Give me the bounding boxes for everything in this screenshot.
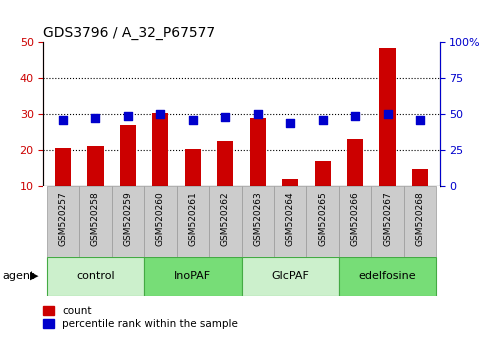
Bar [306, 186, 339, 257]
Text: GSM520267: GSM520267 [383, 192, 392, 246]
Point [189, 117, 197, 123]
Text: GSM520261: GSM520261 [188, 192, 197, 246]
Text: GSM520266: GSM520266 [351, 192, 360, 246]
Legend: count, percentile rank within the sample: count, percentile rank within the sample [43, 306, 238, 329]
Bar [314, 161, 331, 186]
Bar [55, 148, 71, 186]
Bar [282, 179, 298, 186]
Text: control: control [76, 271, 115, 281]
Bar [185, 149, 201, 186]
Bar [47, 257, 144, 296]
Bar [274, 186, 306, 257]
Point [351, 113, 359, 119]
Bar [112, 186, 144, 257]
Text: GlcPAF: GlcPAF [271, 271, 309, 281]
Text: GSM520268: GSM520268 [415, 192, 425, 246]
Bar [380, 48, 396, 186]
Point [319, 117, 327, 123]
Text: GSM520264: GSM520264 [286, 192, 295, 246]
Bar [217, 141, 233, 186]
Bar [144, 257, 242, 296]
Bar [250, 118, 266, 186]
Point [254, 111, 262, 117]
Bar [47, 186, 79, 257]
Text: GSM520259: GSM520259 [123, 192, 132, 246]
Bar [242, 186, 274, 257]
Bar [371, 186, 404, 257]
Text: ▶: ▶ [30, 271, 39, 281]
Bar [347, 139, 363, 186]
Bar [79, 186, 112, 257]
Text: GSM520265: GSM520265 [318, 192, 327, 246]
Text: GSM520263: GSM520263 [253, 192, 262, 246]
Point [156, 111, 164, 117]
Bar [242, 257, 339, 296]
Text: GSM520257: GSM520257 [58, 192, 68, 246]
Bar [209, 186, 242, 257]
Text: edelfosine: edelfosine [359, 271, 416, 281]
Text: GDS3796 / A_32_P67577: GDS3796 / A_32_P67577 [43, 26, 215, 40]
Point [221, 114, 229, 120]
Text: agent: agent [2, 271, 35, 281]
Point [286, 120, 294, 126]
Bar [144, 186, 177, 257]
Bar [412, 169, 428, 186]
Bar [339, 186, 371, 257]
Bar [404, 186, 436, 257]
Bar [177, 186, 209, 257]
Point [124, 113, 132, 119]
Bar [120, 125, 136, 186]
Text: GSM520260: GSM520260 [156, 192, 165, 246]
Text: InoPAF: InoPAF [174, 271, 212, 281]
Point [92, 116, 99, 121]
Point [384, 111, 391, 117]
Text: GSM520258: GSM520258 [91, 192, 100, 246]
Bar [339, 257, 436, 296]
Point [416, 117, 424, 123]
Bar [87, 146, 103, 186]
Bar [152, 113, 169, 186]
Text: GSM520262: GSM520262 [221, 192, 230, 246]
Point [59, 117, 67, 123]
